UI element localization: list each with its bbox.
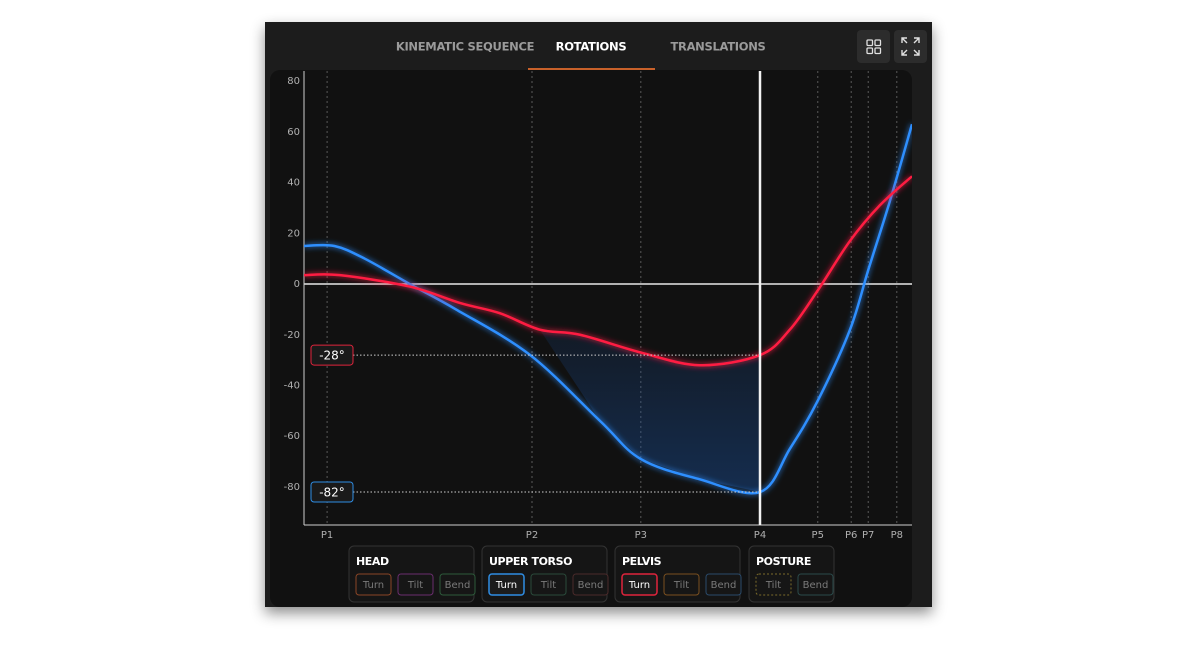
grid-icon [866,39,882,55]
toggle-button[interactable] [705,573,742,596]
toggle-button[interactable] [488,573,525,596]
tab-underline [528,68,655,70]
toggle-button[interactable] [397,573,434,596]
tab[interactable]: KINEMATIC SEQUENCE [396,40,535,54]
toggle-label: Bend [803,580,829,591]
toggle-label: Tilt [673,580,689,591]
toggle-label: Tilt [407,580,423,591]
toggle-button[interactable] [755,573,792,596]
x-tick-label: P8 [891,530,903,541]
toggle-label: Bend [578,580,604,591]
toggle-button[interactable] [572,573,609,596]
marker-box [310,344,354,366]
grid-view-button[interactable] [857,30,890,63]
control-group-title: UPPER TORSO [489,555,572,568]
x-tick-label: P5 [812,530,824,541]
toggle-button[interactable] [355,573,392,596]
y-tick-label: 80 [287,76,300,87]
tab[interactable]: ROTATIONS [556,40,627,54]
toggle-label: Turn [495,580,517,591]
toggle-button[interactable] [530,573,567,596]
x-tick-label: P7 [862,530,874,541]
plot-lines [304,123,912,495]
y-tick-label: -80 [284,482,300,493]
x-tick-label: P6 [845,530,857,541]
y-tick-label: 60 [287,127,300,138]
toggle-label: Tilt [765,580,781,591]
y-tick-label: 0 [294,279,300,290]
toggle-button[interactable] [621,573,658,596]
tab[interactable]: TRANSLATIONS [670,40,765,54]
control-group-title: PELVIS [622,555,662,568]
y-tick-label: -60 [284,431,300,442]
toggle-label: Turn [628,580,650,591]
toggle-label: Bend [711,580,737,591]
x-tick-label: P2 [526,530,538,541]
x-tick-label: P3 [635,530,647,541]
toggle-button[interactable] [663,573,700,596]
toggle-label: Bend [445,580,471,591]
y-tick-label: -20 [284,330,300,341]
series-line [304,123,912,495]
x-tick-label: P1 [321,530,333,541]
fullscreen-button[interactable] [894,30,927,63]
y-tick-label: 40 [287,178,300,189]
marker-label: -28° [319,349,345,363]
marker-label: -82° [319,486,345,500]
control-group-title: HEAD [356,555,389,568]
series-line [304,175,912,367]
toggle-button[interactable] [439,573,476,596]
x-tick-label: P4 [754,530,766,541]
toggle-label: Turn [362,580,384,591]
marker-box [310,481,354,503]
shade-area [539,329,760,493]
y-tick-label: 20 [287,228,300,239]
toggle-button[interactable] [797,573,834,596]
control-group-title: POSTURE [756,555,811,568]
y-tick-label: -40 [284,381,300,392]
fullscreen-icon [901,37,920,56]
toggle-label: Tilt [540,580,556,591]
